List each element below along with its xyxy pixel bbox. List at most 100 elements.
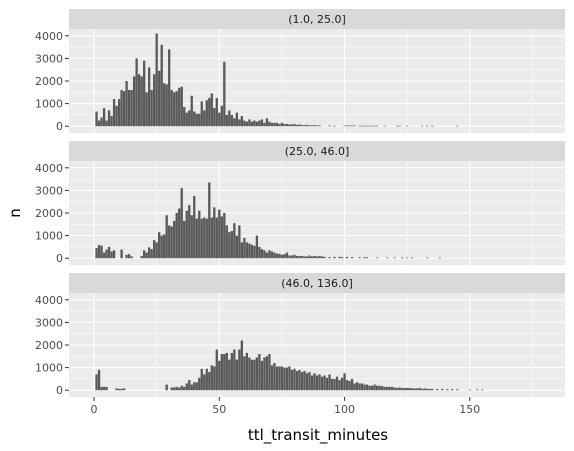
histogram-bar bbox=[97, 369, 101, 391]
histogram-bar bbox=[456, 125, 459, 127]
histogram-bar bbox=[358, 383, 361, 391]
histogram-bar bbox=[215, 349, 218, 391]
histogram-bar bbox=[360, 383, 364, 391]
histogram-bar bbox=[345, 256, 349, 259]
histogram-bar bbox=[295, 255, 299, 259]
histogram-bar bbox=[142, 60, 146, 127]
x-tick-label: 150 bbox=[459, 403, 480, 416]
y-tick-label: 0 bbox=[56, 252, 63, 265]
histogram-bar bbox=[290, 369, 294, 391]
histogram-bar bbox=[190, 215, 193, 259]
histogram-bar bbox=[323, 256, 326, 259]
histogram-bar bbox=[293, 254, 296, 259]
histogram-bar bbox=[285, 367, 289, 391]
histogram-bar bbox=[365, 384, 369, 391]
histogram-bar bbox=[180, 188, 183, 259]
y-tick-label: 0 bbox=[56, 120, 63, 133]
histogram-bar bbox=[260, 249, 264, 259]
histogram-bar bbox=[253, 120, 256, 127]
histogram-bar bbox=[288, 366, 291, 391]
histogram-bar bbox=[117, 388, 121, 391]
histogram-bar bbox=[368, 385, 371, 391]
histogram-bar bbox=[100, 386, 103, 391]
histogram-bar bbox=[145, 252, 148, 259]
histogram-bar bbox=[213, 207, 216, 259]
histogram-bar bbox=[330, 378, 334, 391]
histogram-bar bbox=[368, 125, 371, 127]
histogram-bar bbox=[245, 121, 249, 127]
histogram-bar bbox=[168, 225, 171, 259]
histogram-bar bbox=[220, 105, 223, 127]
y-tick-label: 2000 bbox=[35, 207, 63, 220]
histogram-bar bbox=[120, 90, 123, 127]
histogram-bar bbox=[218, 360, 221, 391]
histogram-bar bbox=[416, 388, 419, 391]
histogram-bar bbox=[263, 357, 266, 391]
histogram-bar bbox=[195, 382, 198, 391]
histogram-bar bbox=[198, 210, 201, 259]
x-tick-label: 50 bbox=[212, 403, 226, 416]
histogram-bar bbox=[102, 108, 106, 127]
histogram-bar bbox=[280, 122, 284, 127]
y-tick-label: 1000 bbox=[35, 98, 63, 111]
histogram-bar bbox=[250, 359, 254, 391]
histogram-bar bbox=[310, 256, 314, 259]
facet-strip-label: (46.0, 136.0] bbox=[281, 277, 353, 290]
histogram-bar bbox=[132, 76, 136, 127]
histogram-bar bbox=[268, 354, 271, 391]
histogram-bar bbox=[273, 363, 276, 391]
histogram-bar bbox=[293, 368, 296, 391]
histogram-bar bbox=[333, 256, 336, 259]
histogram-bar bbox=[363, 125, 366, 127]
histogram-bar bbox=[140, 255, 143, 259]
histogram-bar bbox=[107, 110, 111, 127]
histogram-bar bbox=[328, 125, 331, 127]
histogram-bar bbox=[243, 237, 246, 259]
histogram-bar bbox=[308, 372, 311, 391]
facet-panel-1: (1.0, 25.0] 0 1000 2000 3000 4000 bbox=[35, 9, 565, 133]
histogram-bar bbox=[243, 120, 246, 127]
histogram-bar bbox=[185, 112, 188, 127]
histogram-bar bbox=[263, 250, 266, 259]
histogram-bar bbox=[421, 388, 424, 391]
histogram-bar bbox=[122, 388, 126, 391]
histogram-bar bbox=[345, 380, 349, 391]
histogram-bar bbox=[225, 114, 228, 127]
histogram-bar bbox=[210, 217, 213, 259]
histogram-bar bbox=[318, 255, 321, 259]
histogram-bar bbox=[193, 196, 196, 259]
histogram-bar bbox=[122, 91, 126, 127]
histogram-bar bbox=[285, 252, 289, 259]
histogram-bar bbox=[363, 384, 366, 391]
histogram-bar bbox=[165, 84, 168, 127]
histogram-bar bbox=[343, 373, 346, 391]
histogram-bar bbox=[105, 386, 108, 391]
histogram-bar bbox=[456, 389, 459, 391]
histogram-bar bbox=[278, 366, 281, 391]
histogram-bar bbox=[188, 380, 191, 391]
histogram-bar bbox=[280, 366, 284, 391]
histogram-bar bbox=[175, 91, 178, 127]
histogram-bar bbox=[370, 385, 374, 391]
histogram-bar bbox=[100, 245, 103, 259]
histogram-bar bbox=[325, 377, 329, 391]
histogram-bar bbox=[350, 125, 354, 127]
histogram-bar bbox=[175, 386, 178, 391]
histogram-bar bbox=[318, 125, 321, 127]
histogram-bar bbox=[411, 257, 414, 259]
histogram-bar bbox=[320, 256, 324, 259]
histogram-bar bbox=[250, 244, 254, 259]
histogram-bar bbox=[158, 70, 161, 127]
histogram-bar bbox=[253, 359, 256, 391]
histogram-bar bbox=[150, 90, 153, 127]
histogram-bar bbox=[300, 125, 304, 127]
histogram-bar bbox=[313, 125, 316, 127]
histogram-bar bbox=[320, 376, 324, 391]
histogram-bar bbox=[150, 249, 153, 259]
histogram-bar bbox=[95, 111, 98, 127]
histogram-bar bbox=[375, 257, 379, 259]
histogram-bar bbox=[238, 349, 241, 391]
histogram-bar bbox=[180, 86, 183, 127]
histogram-bar bbox=[215, 97, 218, 127]
